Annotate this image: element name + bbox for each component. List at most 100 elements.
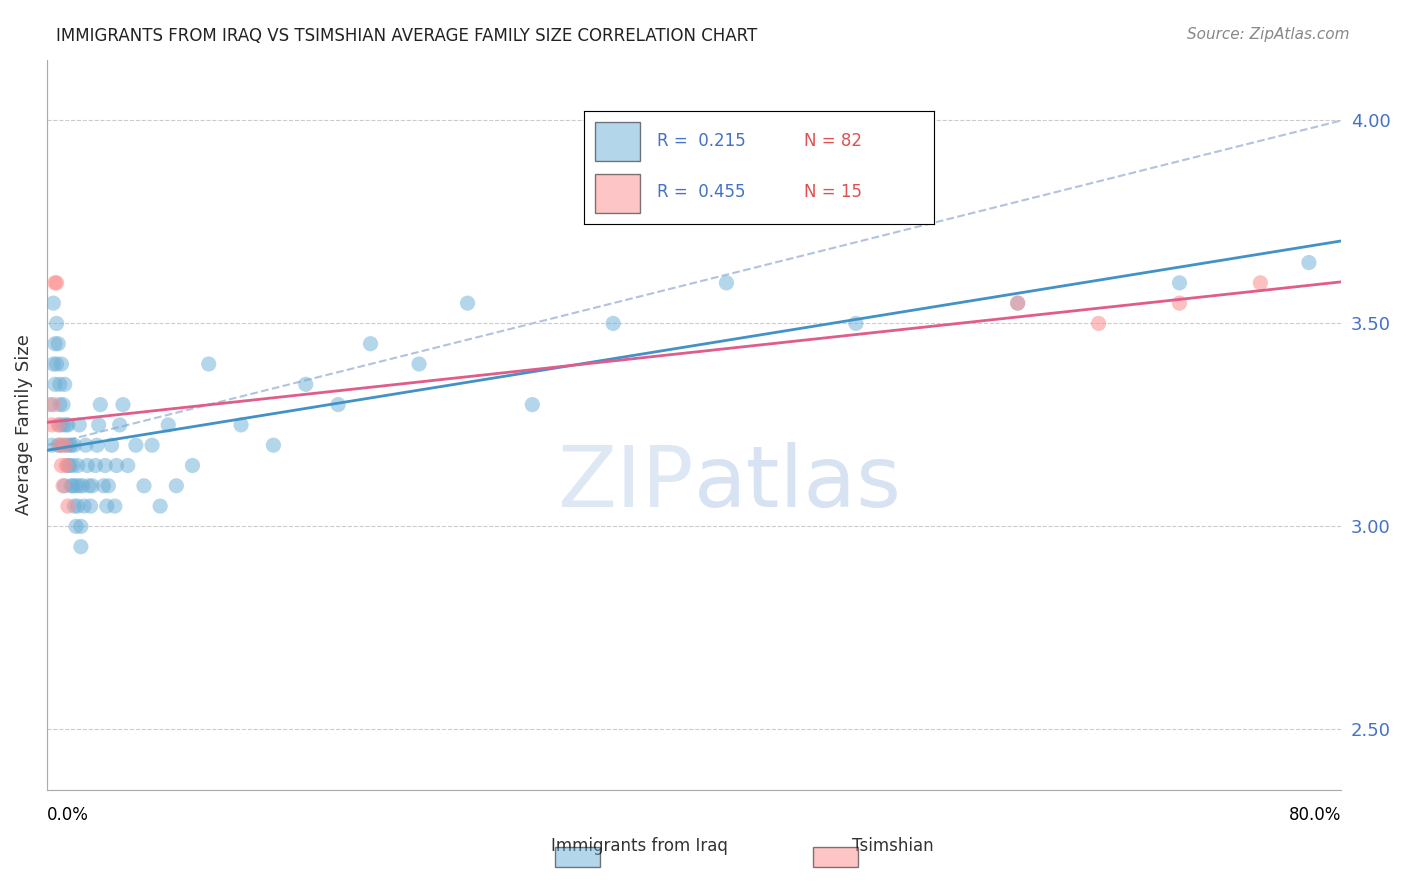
Point xyxy=(49,398,72,412)
Point xyxy=(58,458,80,473)
Point xyxy=(360,336,382,351)
Point xyxy=(51,357,73,371)
Point xyxy=(62,458,84,473)
Point xyxy=(41,417,63,432)
Point xyxy=(132,479,155,493)
Point xyxy=(60,479,83,493)
Point xyxy=(111,398,134,412)
Point xyxy=(67,417,90,432)
Point xyxy=(56,417,79,432)
Point xyxy=(105,458,128,473)
Point xyxy=(149,499,172,513)
Point xyxy=(55,458,77,473)
Text: ZIP: ZIP xyxy=(558,442,695,524)
Point xyxy=(165,479,187,493)
Text: atlas: atlas xyxy=(695,442,903,524)
Point xyxy=(716,276,738,290)
Point xyxy=(294,377,316,392)
Point xyxy=(94,458,117,473)
Point xyxy=(45,357,67,371)
Point xyxy=(197,357,219,371)
Point xyxy=(89,398,111,412)
Point xyxy=(46,438,69,452)
Point xyxy=(66,499,89,513)
Point xyxy=(49,438,72,452)
Point xyxy=(104,499,127,513)
Point xyxy=(86,438,108,452)
Point xyxy=(93,479,115,493)
Point xyxy=(66,458,89,473)
Point xyxy=(62,479,84,493)
Point xyxy=(76,458,98,473)
Point xyxy=(845,317,868,331)
Point xyxy=(75,438,97,452)
Point xyxy=(72,479,94,493)
Text: IMMIGRANTS FROM IRAQ VS TSIMSHIAN AVERAGE FAMILY SIZE CORRELATION CHART: IMMIGRANTS FROM IRAQ VS TSIMSHIAN AVERAG… xyxy=(56,27,758,45)
Point xyxy=(56,458,79,473)
Point xyxy=(82,479,104,493)
Point xyxy=(1007,296,1029,310)
Y-axis label: Average Family Size: Average Family Size xyxy=(15,334,32,516)
Point xyxy=(51,438,73,452)
Point xyxy=(51,458,73,473)
Point xyxy=(84,458,107,473)
Point xyxy=(63,499,86,513)
Point xyxy=(1087,317,1109,331)
Point xyxy=(55,438,77,452)
Point xyxy=(63,438,86,452)
Point xyxy=(87,417,110,432)
Point xyxy=(70,540,93,554)
Point xyxy=(96,499,118,513)
Point xyxy=(65,519,87,533)
Point xyxy=(408,357,430,371)
Point xyxy=(77,479,100,493)
Point xyxy=(42,398,65,412)
Point xyxy=(522,398,544,412)
Point xyxy=(44,377,66,392)
Point xyxy=(181,458,204,473)
Point xyxy=(52,417,75,432)
Point xyxy=(45,276,67,290)
Point xyxy=(52,479,75,493)
Point xyxy=(46,336,69,351)
Point xyxy=(53,479,76,493)
Point xyxy=(42,296,65,310)
Point xyxy=(60,438,83,452)
Point xyxy=(52,398,75,412)
Point xyxy=(457,296,479,310)
Point xyxy=(125,438,148,452)
Point xyxy=(73,499,96,513)
Point xyxy=(65,479,87,493)
Point xyxy=(53,377,76,392)
Point xyxy=(141,438,163,452)
Text: Immigrants from Iraq: Immigrants from Iraq xyxy=(551,837,728,855)
Point xyxy=(117,458,139,473)
Point xyxy=(602,317,624,331)
Point xyxy=(262,438,284,452)
Point xyxy=(45,317,67,331)
Text: Tsimshian: Tsimshian xyxy=(852,837,934,855)
Point xyxy=(70,519,93,533)
Point xyxy=(44,276,66,290)
Point xyxy=(100,438,122,452)
Point xyxy=(56,499,79,513)
Point xyxy=(55,417,77,432)
Point xyxy=(1298,255,1320,269)
Point xyxy=(108,417,131,432)
Point xyxy=(1168,276,1191,290)
Point xyxy=(229,417,252,432)
Point xyxy=(326,398,349,412)
Point xyxy=(44,336,66,351)
Text: 0.0%: 0.0% xyxy=(46,806,89,824)
Point xyxy=(67,479,90,493)
Text: Source: ZipAtlas.com: Source: ZipAtlas.com xyxy=(1187,27,1350,42)
Point xyxy=(157,417,180,432)
Point xyxy=(41,438,63,452)
Point xyxy=(49,377,72,392)
Point xyxy=(1168,296,1191,310)
Point xyxy=(1007,296,1029,310)
Point xyxy=(97,479,120,493)
Point xyxy=(58,438,80,452)
Point xyxy=(39,398,62,412)
Point xyxy=(49,417,72,432)
